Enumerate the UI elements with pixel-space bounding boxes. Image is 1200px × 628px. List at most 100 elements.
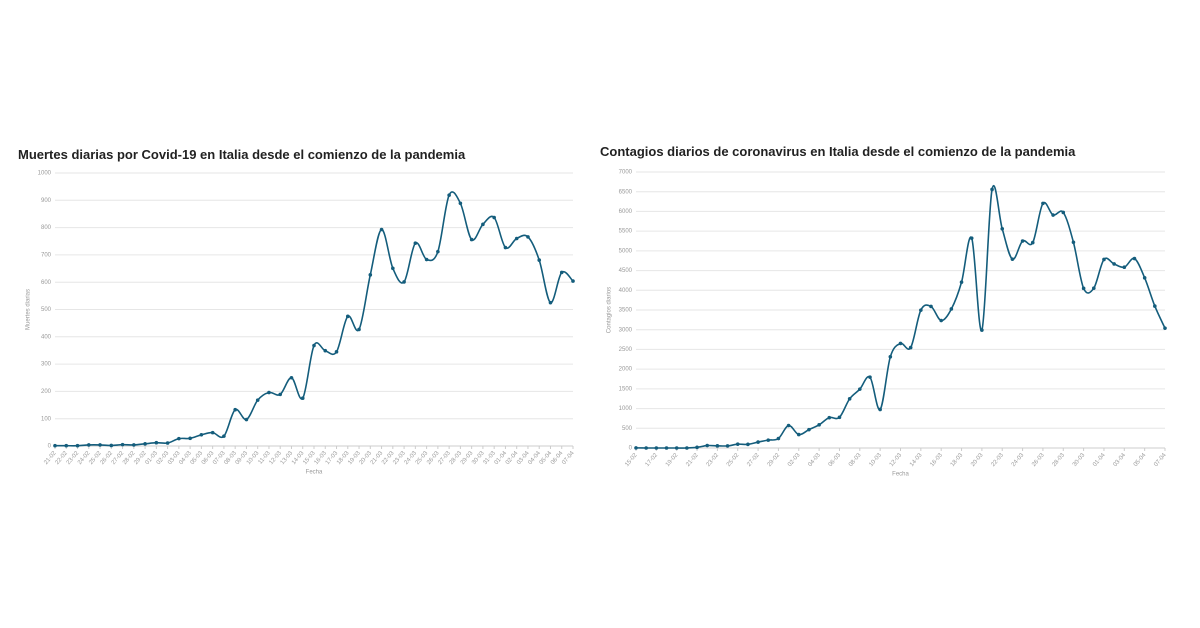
- point: [715, 444, 720, 448]
- point: [1163, 326, 1167, 330]
- point: [210, 430, 215, 435]
- point: [1153, 304, 1157, 308]
- point: [858, 387, 862, 391]
- point: [222, 434, 226, 438]
- x-tick-label: 29-02: [767, 452, 782, 468]
- point: [959, 280, 964, 284]
- point: [1132, 256, 1137, 261]
- point: [379, 227, 384, 232]
- point: [86, 443, 91, 447]
- point: [1061, 210, 1066, 215]
- x-tick-label: 22-03: [991, 452, 1006, 468]
- point: [654, 446, 659, 450]
- point: [1081, 286, 1086, 291]
- point: [725, 444, 730, 448]
- point: [537, 258, 542, 262]
- x-tick-label: 25-02: [726, 452, 741, 468]
- point: [1051, 213, 1055, 217]
- y-tick-label: 4500: [619, 268, 633, 274]
- point: [75, 443, 80, 448]
- y-tick-label: 1000: [619, 406, 633, 412]
- point: [413, 241, 418, 245]
- point: [233, 407, 237, 412]
- point: [644, 446, 648, 450]
- point: [492, 215, 496, 220]
- y-tick-label: 2000: [619, 367, 633, 373]
- point: [458, 201, 463, 206]
- x-tick-label: 06-03: [828, 452, 843, 468]
- point: [109, 443, 114, 448]
- point: [1041, 201, 1045, 206]
- x-tick-label: 07-04: [561, 450, 576, 466]
- point: [391, 266, 395, 271]
- point: [908, 345, 913, 350]
- x-tick-label: 27-02: [746, 452, 761, 468]
- point: [132, 443, 136, 447]
- point: [1030, 240, 1035, 245]
- chart-title: Muertes diarias por Covid-19 en Italia d…: [18, 147, 466, 162]
- y-tick-label: 800: [41, 225, 52, 231]
- x-tick-label: 04-03: [807, 452, 822, 468]
- point: [837, 415, 842, 420]
- x-axis-title: Fecha: [892, 472, 909, 478]
- y-tick-label: 5500: [619, 229, 633, 235]
- point: [357, 327, 361, 332]
- y-tick-label: 600: [41, 280, 52, 286]
- point: [685, 446, 689, 450]
- y-tick-label: 3000: [619, 327, 633, 333]
- x-axis-title: Fecha: [306, 470, 323, 476]
- point: [664, 446, 669, 450]
- x-tick-label: 24-03: [1011, 452, 1026, 468]
- point: [571, 279, 575, 283]
- point: [188, 436, 192, 441]
- y-tick-label: 4000: [619, 288, 633, 294]
- point: [120, 442, 125, 447]
- point: [98, 443, 102, 447]
- y-tick-label: 700: [41, 252, 52, 258]
- y-axis-title: Muertes diarias: [26, 289, 32, 330]
- point: [289, 375, 294, 380]
- point: [807, 427, 811, 432]
- y-tick-label: 7000: [619, 170, 633, 176]
- point: [969, 236, 974, 240]
- y-axis-title: Contagios diarios: [607, 287, 613, 333]
- point: [345, 314, 350, 319]
- y-tick-label: 300: [41, 362, 52, 368]
- point: [980, 328, 984, 332]
- point: [481, 222, 485, 227]
- point: [559, 270, 564, 275]
- point: [323, 348, 328, 353]
- point: [514, 236, 519, 241]
- point: [1010, 257, 1015, 261]
- y-tick-label: 100: [41, 416, 52, 422]
- y-tick-label: 900: [41, 198, 52, 204]
- x-tick-label: 18-03: [950, 452, 965, 468]
- x-tick-label: 12-03: [889, 452, 904, 468]
- point: [368, 273, 373, 277]
- point: [300, 396, 305, 401]
- x-tick-label: 15-02: [624, 452, 639, 468]
- point: [278, 392, 283, 397]
- x-tick-label: 17-02: [645, 452, 660, 468]
- point: [244, 417, 249, 422]
- point: [735, 442, 740, 446]
- point: [424, 257, 429, 262]
- point: [939, 318, 943, 323]
- y-tick-label: 0: [629, 446, 633, 452]
- point: [154, 440, 159, 445]
- point: [705, 443, 710, 448]
- y-tick-label: 500: [41, 307, 52, 313]
- x-tick-label: 14-03: [909, 452, 924, 468]
- point: [756, 440, 760, 444]
- point: [949, 307, 954, 311]
- point: [503, 245, 508, 250]
- point: [53, 443, 57, 448]
- point: [878, 407, 882, 412]
- x-tick-label: 23-02: [706, 452, 721, 468]
- y-tick-label: 400: [41, 334, 52, 340]
- y-tick-label: 5000: [619, 248, 633, 254]
- x-tick-label: 26-03: [1031, 452, 1046, 468]
- x-tick-label: 16-03: [929, 452, 944, 468]
- point: [634, 446, 638, 450]
